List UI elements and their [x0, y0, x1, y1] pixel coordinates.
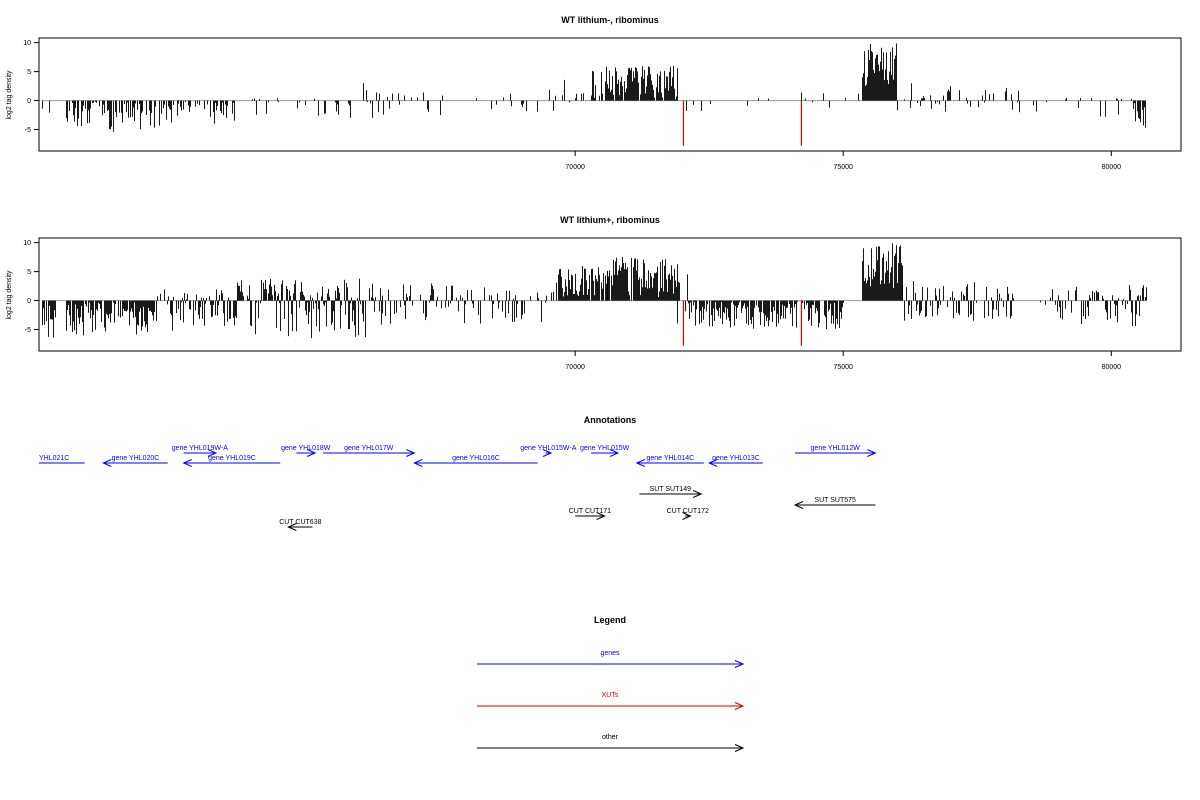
x-tick-label: 70000 — [565, 164, 585, 171]
feature-label: gene YHL013C — [712, 455, 760, 462]
x-tick-label: 80000 — [1102, 364, 1122, 371]
feature-label: gene YHL019W-A — [172, 445, 228, 452]
legend-item: genes — [477, 650, 745, 668]
arrow-right-icon — [542, 449, 553, 457]
annotation-feature: gene YHL016C — [413, 455, 538, 467]
plot-frame — [38, 237, 1182, 352]
axes: -5 0 5 10 70000 75000 80000 — [23, 40, 1121, 171]
feature-label: YHL021C — [39, 455, 69, 462]
arrow-right-icon — [734, 660, 745, 668]
feature-label: gene YHL018W — [281, 445, 331, 452]
feature-label: gene YHL016C — [452, 455, 500, 462]
arrow-right-icon — [734, 744, 745, 752]
track-panel-lithium-plus: WT lithium+, ribominus log2 tag density … — [6, 215, 1182, 371]
legend-item: other — [477, 734, 745, 752]
tag-density-bars — [41, 43, 1147, 146]
y-tick-label: 10 — [23, 40, 31, 47]
annotation-feature: gene YHL019W-A — [172, 445, 228, 457]
annotation-feature: CUT CUT638 — [279, 519, 322, 531]
arrow-left-icon — [635, 459, 646, 467]
x-tick-label: 75000 — [833, 164, 853, 171]
axes: -5 0 5 10 70000 75000 80000 — [23, 240, 1121, 371]
tag-density-bars — [41, 243, 1147, 346]
arrow-left-icon — [102, 459, 112, 467]
annotation-feature: gene YHL012W — [794, 445, 877, 457]
arrow-right-icon — [306, 449, 317, 457]
annotation-feature: gene YHL018W — [281, 445, 331, 457]
feature-label: CUT CUT638 — [279, 519, 321, 526]
arrow-right-icon — [596, 512, 606, 520]
x-tick-label: 70000 — [565, 364, 585, 371]
annotation-feature: gene YHL015W — [580, 445, 630, 457]
y-tick-label: -5 — [25, 127, 31, 134]
feature-label: CUT CUT171 — [569, 508, 611, 515]
feature-label: gene YHL017W — [344, 445, 394, 452]
arrow-right-icon — [207, 449, 218, 457]
y-tick-label: 5 — [27, 269, 31, 276]
arrow-right-icon — [682, 512, 692, 520]
arrow-left-icon — [182, 459, 192, 467]
arrow-right-icon — [609, 449, 620, 457]
legend-label: XUTs — [602, 692, 619, 699]
legend: Legend genes XUTs other — [477, 615, 745, 752]
arrow-right-icon — [406, 449, 416, 457]
arrow-right-icon — [692, 490, 703, 498]
feature-label: CUT CUT172 — [667, 508, 709, 515]
arrow-right-icon — [867, 449, 877, 457]
annotation-features: YHL021C gene YHL020C gene YHL019W-A gene YH… — [39, 445, 877, 531]
arrow-left-icon — [793, 501, 804, 509]
y-tick-label: -5 — [25, 327, 31, 334]
arrow-left-icon — [413, 459, 423, 467]
annotation-feature: gene YHL013C — [707, 455, 763, 467]
arrow-left-icon — [287, 523, 297, 531]
y-tick-label: 0 — [27, 298, 31, 305]
arrow-left-icon — [707, 459, 718, 467]
legend-items: genes XUTs other — [477, 650, 745, 752]
panel-title: WT lithium-, ribominus — [561, 15, 659, 25]
feature-label: gene YHL014C — [646, 455, 694, 462]
annotations-title: Annotations — [584, 415, 637, 425]
y-tick-label: 10 — [23, 240, 31, 247]
annotation-feature: SUT SUT149 — [639, 486, 703, 498]
feature-label: SUT SUT149 — [650, 486, 692, 493]
annotation-feature: SUT SUT575 — [793, 497, 876, 509]
feature-label: gene YHL012W — [811, 445, 861, 452]
feature-label: gene YHL015W-A — [520, 445, 576, 452]
panel-title: WT lithium+, ribominus — [560, 215, 660, 225]
annotation-feature: CUT CUT171 — [569, 508, 611, 520]
annotation-feature: gene YHL014C — [635, 455, 704, 467]
legend-label: other — [602, 734, 619, 741]
annotation-feature: CUT CUT172 — [667, 508, 709, 520]
annotation-feature: gene YHL017W — [323, 445, 416, 457]
y-axis-label: log2 tag density — [6, 70, 13, 120]
y-tick-label: 5 — [27, 69, 31, 76]
annotation-feature: YHL021C — [39, 455, 85, 464]
feature-label: gene YHL019C — [208, 455, 256, 462]
annotation-feature: gene YHL019C — [182, 455, 281, 467]
legend-title: Legend — [594, 615, 626, 625]
plot-frame — [38, 37, 1182, 152]
annotation-feature: gene YHL020C — [102, 455, 168, 467]
x-tick-label: 75000 — [833, 364, 853, 371]
feature-label: gene YHL020C — [112, 455, 160, 462]
y-axis-label: log2 tag density — [6, 270, 13, 320]
x-tick-label: 80000 — [1102, 164, 1122, 171]
arrow-right-icon — [734, 702, 745, 710]
annotation-feature: gene YHL015W-A — [520, 445, 577, 457]
y-tick-label: 0 — [27, 98, 31, 105]
annotations-panel: Annotations YHL021C gene YHL020C gene YHL0… — [39, 415, 877, 531]
track-panel-lithium-minus: WT lithium-, ribominus log2 tag density … — [6, 15, 1182, 171]
feature-label: SUT SUT575 — [814, 497, 856, 504]
feature-label: gene YHL015W — [580, 445, 630, 452]
legend-label: genes — [600, 650, 620, 657]
legend-item: XUTs — [477, 692, 745, 710]
